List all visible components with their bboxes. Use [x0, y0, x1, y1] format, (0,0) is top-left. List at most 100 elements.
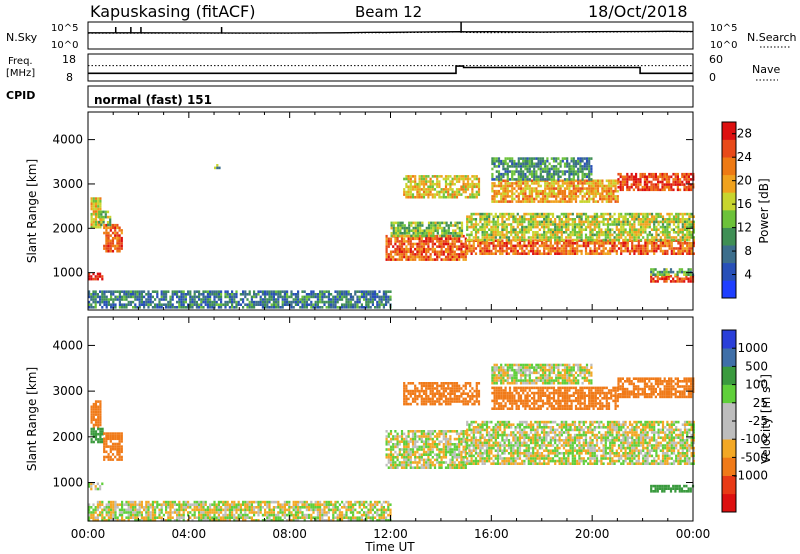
- heatmap-cell: [305, 516, 308, 519]
- heatmap-cell: [492, 231, 495, 234]
- heatmap-cell: [556, 228, 559, 231]
- heatmap-cell: [470, 252, 473, 255]
- heatmap-cell: [595, 249, 599, 253]
- heatmap-cell: [109, 440, 112, 443]
- heatmap-cell: [294, 298, 297, 301]
- heatmap-cell: [572, 175, 575, 179]
- heatmap-cell: [109, 447, 112, 451]
- heatmap-cell: [571, 238, 574, 242]
- heatmap-cell: [644, 220, 647, 224]
- heatmap-cell: [605, 197, 608, 201]
- heatmap-cell: [681, 175, 684, 179]
- heatmap-cell: [683, 188, 686, 192]
- heatmap-cell: [620, 247, 623, 250]
- heatmap-cell: [451, 247, 454, 251]
- heatmap-cell: [125, 303, 128, 306]
- heatmap-cell: [99, 413, 102, 416]
- heatmap-cell: [573, 252, 577, 255]
- heatmap-cell: [440, 253, 443, 256]
- heatmap-cell: [524, 157, 527, 160]
- heatmap-cell: [96, 500, 99, 504]
- heatmap-cell: [470, 225, 473, 229]
- heatmap-cell: [577, 182, 580, 185]
- heatmap-cell: [220, 306, 223, 309]
- heatmap-cell: [560, 252, 563, 255]
- heatmap-cell: [220, 303, 223, 306]
- heatmap-cell: [452, 224, 455, 227]
- heatmap-cell: [475, 175, 478, 178]
- heatmap-cell: [244, 506, 247, 509]
- heatmap-cell: [646, 178, 649, 181]
- heatmap-cell: [668, 180, 671, 184]
- heatmap-cell: [686, 231, 689, 234]
- heatmap-cell: [535, 197, 538, 201]
- heatmap-cell: [458, 175, 461, 178]
- heatmap-cell: [425, 250, 428, 254]
- heatmap-cell: [103, 303, 106, 306]
- heatmap-cell: [504, 172, 507, 176]
- heatmap-cell: [193, 513, 196, 517]
- heatmap-cell: [470, 249, 473, 253]
- heatmap-cell: [165, 503, 168, 506]
- heatmap-cell: [425, 258, 428, 261]
- heatmap-cell: [288, 508, 291, 512]
- heatmap-cell: [559, 179, 562, 183]
- heatmap-cell: [433, 250, 437, 254]
- heatmap-cell: [679, 236, 682, 239]
- heatmap-cell: [670, 247, 673, 250]
- power-colorbar-tick-label: 24: [737, 150, 752, 164]
- heatmap-cell: [524, 165, 527, 168]
- heatmap-cell: [517, 178, 520, 181]
- heatmap-cell: [387, 240, 390, 243]
- heatmap-cell: [642, 236, 645, 239]
- heatmap-cell: [239, 293, 242, 296]
- heatmap-cell: [589, 242, 592, 245]
- heatmap-cell: [281, 290, 284, 293]
- heatmap-cell: [275, 293, 278, 296]
- heatmap-cell: [418, 240, 421, 243]
- heatmap-cell: [578, 244, 581, 248]
- heatmap-cell: [444, 180, 448, 183]
- heatmap-cell: [572, 170, 575, 173]
- heatmap-cell: [209, 516, 212, 519]
- heatmap-cell: [544, 187, 547, 190]
- heatmap-cell: [502, 200, 505, 203]
- heatmap-cell: [528, 200, 531, 203]
- heatmap-cell: [626, 242, 629, 245]
- heatmap-cell: [686, 249, 689, 253]
- heatmap-cell: [550, 179, 553, 183]
- heatmap-cell: [310, 516, 313, 519]
- heatmap-cell: [202, 500, 205, 504]
- heatmap-cell: [90, 427, 93, 431]
- heatmap-cell: [92, 298, 95, 301]
- heatmap-cell: [399, 232, 402, 235]
- heatmap-cell: [151, 513, 154, 517]
- heatmap-cell: [568, 187, 571, 190]
- heatmap-cell: [211, 300, 214, 304]
- heatmap-cell: [602, 238, 605, 242]
- heatmap-cell: [111, 453, 115, 456]
- heatmap-cell: [266, 516, 269, 519]
- heatmap-cell: [656, 274, 659, 278]
- heatmap-cell: [447, 250, 450, 254]
- heatmap-cell: [244, 500, 247, 504]
- heatmap-cell: [407, 175, 410, 178]
- heatmap-cell: [453, 193, 456, 196]
- heatmap-cell: [536, 236, 539, 239]
- heatmap-cell: [151, 300, 154, 304]
- heatmap-cell: [612, 189, 615, 193]
- heatmap-cell: [565, 249, 568, 253]
- heatmap-cell: [107, 500, 110, 504]
- heatmap-cell: [319, 508, 322, 512]
- heatmap-cell: [442, 250, 445, 254]
- heatmap-cell: [451, 250, 454, 254]
- heatmap-cell: [228, 295, 231, 299]
- heatmap-cell: [127, 513, 130, 517]
- heatmap-cell: [556, 244, 559, 248]
- heatmap-cell: [517, 182, 520, 185]
- heatmap-cell: [101, 432, 104, 436]
- heatmap-cell: [228, 516, 231, 519]
- heatmap-cell: [458, 229, 461, 232]
- heatmap-cell: [233, 513, 236, 517]
- heatmap-cell: [614, 197, 617, 201]
